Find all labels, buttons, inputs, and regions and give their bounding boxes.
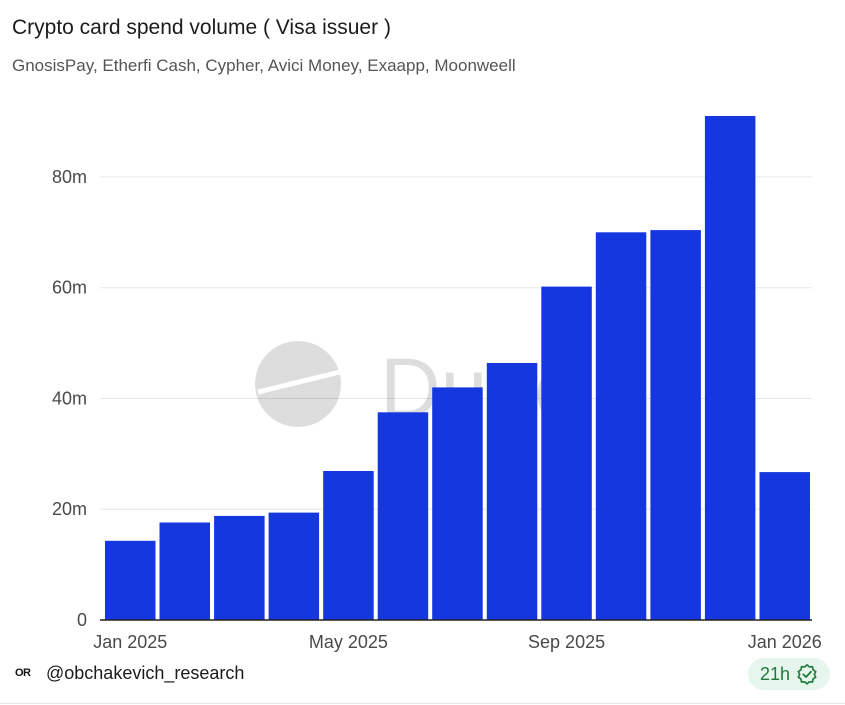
- brand-logo: OR: [15, 667, 31, 679]
- freshness-label: 21h: [759, 663, 791, 684]
- y-tick-label: 40m: [52, 388, 87, 408]
- y-tick-label: 60m: [52, 278, 87, 298]
- y-axis-ticks: 0 20m 40m 60m 80m: [52, 167, 87, 630]
- bar[interactable]: [323, 471, 374, 620]
- bar[interactable]: [759, 472, 811, 620]
- bar[interactable]: [650, 230, 701, 620]
- bar[interactable]: [704, 116, 756, 620]
- bar[interactable]: [159, 522, 211, 621]
- bar[interactable]: [432, 387, 483, 620]
- dune-logo-stroke: [257, 369, 341, 395]
- y-tick-label: 20m: [52, 499, 87, 519]
- y-tick-label: 0: [77, 610, 87, 630]
- x-tick-label: Sep 2025: [528, 632, 605, 652]
- footer-divider: [0, 703, 845, 704]
- bar[interactable]: [595, 232, 647, 621]
- bar[interactable]: [268, 512, 320, 620]
- author-handle[interactable]: @obchakevich_research: [46, 663, 245, 683]
- x-tick-label: Jan 2025: [93, 632, 167, 652]
- bar[interactable]: [214, 515, 265, 620]
- bars: [105, 116, 811, 621]
- bar[interactable]: [377, 412, 429, 620]
- dune-logo-icon: [255, 341, 341, 427]
- x-axis-ticks: Jan 2025 May 2025 Sep 2025 Jan 2026: [93, 632, 822, 652]
- freshness-badge[interactable]: 21h: [748, 658, 830, 690]
- chart-subtitle: GnosisPay, Etherfi Cash, Cypher, Avici M…: [12, 56, 516, 75]
- x-tick-label: May 2025: [309, 632, 388, 652]
- bar[interactable]: [105, 540, 156, 620]
- x-tick-label: Jan 2026: [748, 632, 822, 652]
- chart-title: Crypto card spend volume ( Visa issuer ): [12, 16, 391, 39]
- check-badge-icon: [797, 664, 817, 685]
- bar[interactable]: [486, 363, 538, 620]
- bar[interactable]: [541, 286, 592, 620]
- y-tick-label: 80m: [52, 167, 87, 187]
